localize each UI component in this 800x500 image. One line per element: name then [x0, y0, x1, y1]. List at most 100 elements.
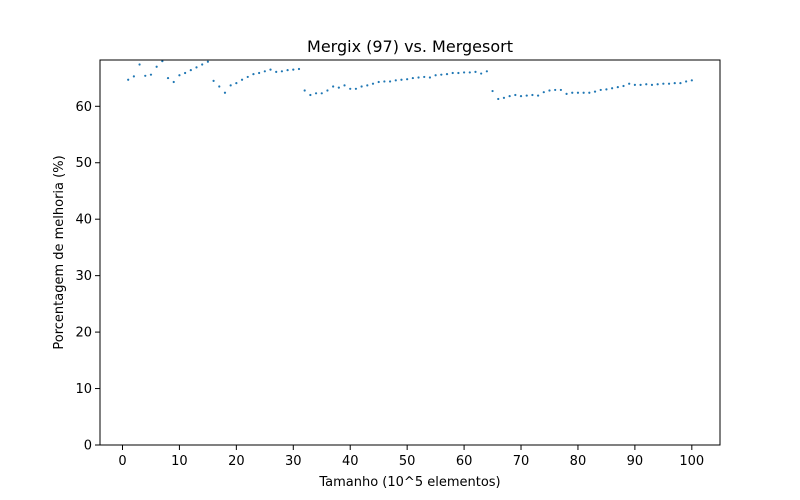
data-point [149, 73, 153, 76]
data-point [252, 73, 255, 76]
data-point [195, 66, 198, 69]
data-point [246, 75, 249, 79]
data-point [314, 92, 318, 95]
x-tick-label: 20 [228, 454, 245, 469]
data-point [645, 83, 648, 86]
x-axis-label: Tamanho (10^5 elementos) [318, 475, 500, 490]
data-point [593, 90, 597, 93]
data-point [286, 69, 289, 72]
x-tick-label: 70 [513, 454, 530, 469]
data-point [275, 70, 278, 73]
data-point [417, 76, 420, 79]
data-point [127, 78, 130, 81]
data-point [662, 82, 665, 85]
data-point [132, 75, 135, 78]
data-point [605, 88, 608, 91]
data-point [411, 76, 414, 80]
data-point [223, 91, 227, 94]
data-point [497, 97, 500, 101]
data-point [189, 69, 192, 72]
x-tick-label: 80 [570, 454, 587, 469]
data-point [542, 91, 545, 94]
data-point [155, 65, 158, 68]
data-points [127, 60, 693, 101]
data-point [212, 79, 215, 82]
data-point [536, 94, 540, 97]
data-point [428, 76, 432, 79]
data-point [525, 94, 528, 97]
data-point [337, 86, 340, 89]
data-point [462, 71, 466, 74]
data-point [571, 91, 574, 94]
data-point [400, 78, 403, 81]
x-tick-label: 30 [285, 454, 302, 469]
data-point [656, 83, 659, 86]
x-tick-label: 100 [679, 454, 704, 469]
data-point [667, 82, 671, 85]
data-point [161, 60, 164, 63]
data-point [360, 85, 363, 88]
data-point [628, 82, 631, 85]
x-tick-label: 40 [342, 454, 359, 469]
data-point [633, 83, 636, 86]
data-point [434, 74, 437, 77]
data-point [690, 79, 693, 82]
data-point [383, 80, 386, 83]
data-point [531, 93, 534, 97]
data-point [371, 82, 375, 85]
data-point [582, 91, 585, 94]
y-tick-label: 40 [75, 213, 92, 228]
data-point [514, 93, 517, 97]
data-point [616, 85, 619, 89]
data-point [354, 87, 358, 90]
data-point [502, 96, 506, 99]
y-tick-label: 50 [75, 156, 92, 171]
data-point [297, 67, 301, 71]
x-tick-label: 50 [399, 454, 416, 469]
data-point [554, 88, 557, 92]
data-point [218, 85, 221, 88]
data-point [622, 84, 625, 88]
data-point [559, 88, 562, 92]
data-point [144, 74, 147, 77]
x-tick-label: 60 [456, 454, 473, 469]
data-point [229, 84, 232, 87]
x-tick-label: 90 [627, 454, 644, 469]
y-axis-ticks: 0 10 20 30 40 50 60 [75, 100, 100, 454]
data-point [576, 91, 580, 94]
data-point [394, 79, 397, 82]
data-point [611, 87, 614, 90]
x-tick-label: 10 [171, 454, 188, 469]
chart-title: Mergix (97) vs. Mergesort [307, 37, 513, 56]
data-point [138, 63, 141, 66]
y-tick-label: 0 [84, 439, 92, 454]
data-point [263, 70, 266, 73]
data-point [474, 70, 477, 73]
data-point [320, 92, 323, 95]
x-tick-label: 0 [118, 454, 126, 469]
data-point [519, 95, 523, 98]
data-point [485, 70, 488, 73]
data-point [332, 85, 335, 88]
data-point [685, 80, 688, 83]
data-point [445, 73, 449, 76]
data-point [377, 80, 380, 84]
y-tick-label: 30 [75, 269, 92, 284]
data-point [303, 89, 306, 92]
data-point [406, 78, 409, 81]
data-point [565, 92, 568, 95]
data-point [588, 91, 591, 94]
data-point [349, 87, 352, 90]
data-point [309, 93, 312, 97]
data-point [508, 95, 511, 98]
y-tick-label: 20 [75, 326, 92, 341]
data-point [240, 78, 244, 81]
data-point [235, 82, 238, 85]
data-point [201, 63, 204, 66]
data-point [639, 83, 642, 86]
data-point [326, 89, 329, 92]
data-point [423, 75, 426, 79]
data-point [457, 71, 460, 75]
data-point [468, 71, 471, 74]
